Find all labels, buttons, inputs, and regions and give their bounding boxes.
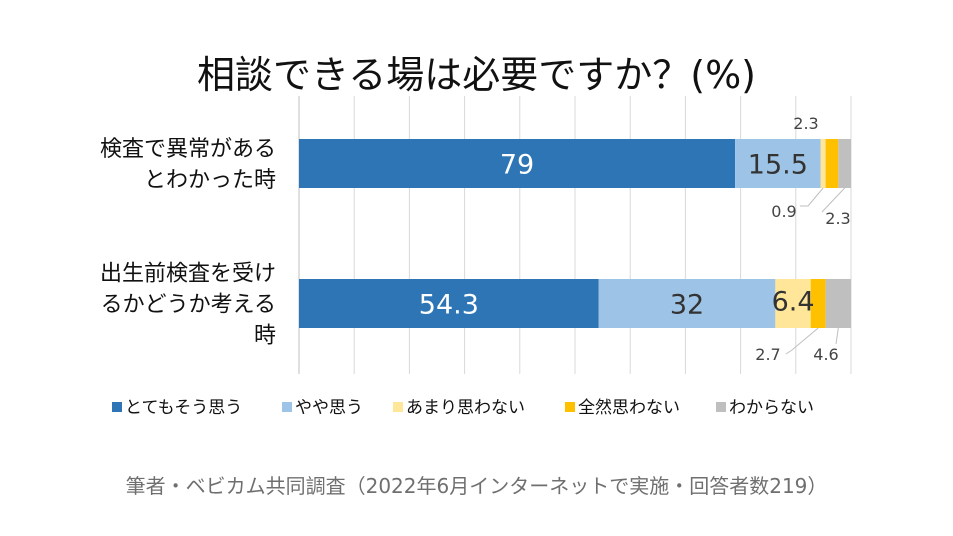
bar-segment bbox=[838, 139, 851, 188]
bar-segment bbox=[598, 279, 776, 328]
leader-line bbox=[821, 187, 846, 213]
legend-label: あまり思わない bbox=[406, 398, 525, 418]
data-label: 4.6 bbox=[813, 345, 838, 364]
category-label: 検査で異常がある bbox=[100, 137, 276, 162]
chart-title: 相談できる場は必要ですか？(%) bbox=[197, 53, 756, 97]
bar-segment bbox=[735, 139, 821, 188]
leader-line bbox=[800, 187, 824, 207]
data-label: 2.7 bbox=[755, 345, 780, 364]
legend-swatch bbox=[112, 402, 122, 412]
legend: とてもそう思う やや思う あまり思わない 全然思わない わからない bbox=[112, 398, 814, 418]
leader-line bbox=[785, 327, 819, 355]
bar-segment bbox=[825, 139, 839, 188]
bars bbox=[299, 139, 851, 328]
data-label: 2.3 bbox=[793, 114, 818, 133]
data-label: 15.5 bbox=[748, 150, 808, 181]
data-labels: 79 15.5 54.3 32 6.4 2.3 0.9 2.3 2.7 4.6 bbox=[419, 114, 851, 364]
legend-swatch bbox=[393, 402, 403, 412]
leader-lines bbox=[785, 187, 846, 355]
source-note: 筆者・ベビカム共同調査（2022年6月インターネットで実施・回答者数219） bbox=[125, 474, 828, 498]
category-label: るかどうか考える bbox=[101, 293, 276, 318]
category-label: 出生前検査を受け bbox=[100, 262, 276, 287]
legend-label: とてもそう思う bbox=[125, 398, 242, 418]
bar-segment bbox=[810, 279, 826, 328]
data-label: 2.3 bbox=[825, 209, 850, 228]
legend-swatch bbox=[716, 402, 726, 412]
bar-segment bbox=[820, 139, 826, 188]
leader-line bbox=[835, 327, 839, 345]
data-label: 54.3 bbox=[419, 290, 479, 321]
data-label: 32 bbox=[670, 290, 704, 321]
category-label: とわかった時 bbox=[144, 168, 276, 193]
bar-segment bbox=[299, 279, 599, 328]
data-label: 6.4 bbox=[772, 287, 815, 318]
legend-label: わからない bbox=[729, 398, 814, 418]
legend-swatch bbox=[282, 402, 292, 412]
legend-swatch bbox=[565, 402, 575, 412]
bar-segment bbox=[299, 139, 736, 188]
category-label: 時 bbox=[254, 324, 276, 349]
data-label: 79 bbox=[500, 150, 534, 181]
data-label: 0.9 bbox=[771, 202, 796, 221]
legend-label: 全然思わない bbox=[578, 398, 680, 418]
legend-label: やや思う bbox=[295, 398, 363, 418]
gridlines bbox=[298, 96, 852, 374]
bar-segment bbox=[825, 279, 851, 328]
bar-segment bbox=[775, 279, 811, 328]
